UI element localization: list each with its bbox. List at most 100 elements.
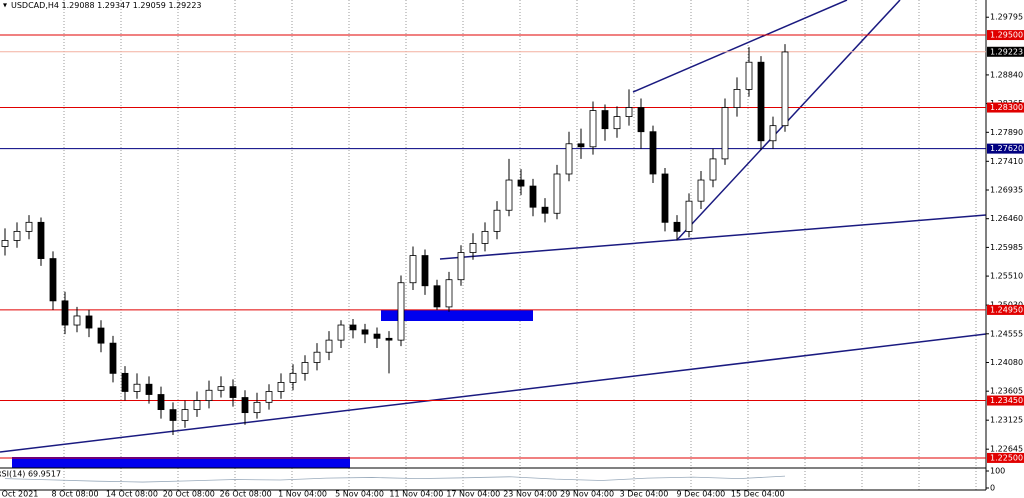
candle-body: [361, 329, 369, 335]
candle-body: [457, 252, 465, 281]
rsi-line: [4, 475, 786, 483]
candle-body: [73, 315, 81, 326]
level-label: 1.22500: [990, 453, 1023, 462]
header-arrow: ▾: [3, 1, 7, 10]
candle-body: [409, 255, 417, 284]
candle-body: [25, 221, 33, 232]
x-tick-label: 20 Oct 08:00: [163, 490, 215, 498]
candle-body: [265, 391, 273, 403]
candle-body: [781, 51, 789, 127]
open: 1.29088: [62, 1, 95, 10]
rsi-tick-label: 100: [990, 467, 1005, 476]
candle-body: [469, 243, 477, 253]
candle-body: [61, 300, 69, 326]
zone: [381, 310, 533, 321]
candle-body: [181, 409, 189, 421]
y-tick-label: 1.26935: [990, 186, 1023, 195]
y-tick-label: 1.25510: [990, 272, 1023, 281]
candle-body: [301, 362, 309, 374]
x-tick-label: 29 Nov 04:00: [560, 490, 614, 498]
y-tick-label: 1.25985: [990, 243, 1023, 252]
candle-body: [733, 89, 741, 108]
candle-body: [541, 206, 549, 214]
candle-body: [277, 382, 285, 392]
candle-body: [325, 339, 333, 353]
x-tick-label: 15 Dec 04:00: [731, 490, 785, 498]
level-box: [987, 102, 1024, 113]
x-tick-label: 9 Dec 04:00: [677, 490, 726, 498]
y-tick-label: 1.22645: [990, 445, 1023, 454]
level-label: 1.28300: [990, 103, 1023, 112]
candle-body: [1, 240, 9, 247]
candle-body: [445, 279, 453, 308]
candle-body: [85, 315, 93, 329]
candle-body: [529, 185, 537, 208]
level-box: [987, 452, 1024, 463]
candle-body: [745, 61, 753, 90]
level-box: [987, 143, 1024, 154]
candle-body: [769, 125, 777, 142]
candle-body: [505, 179, 513, 211]
x-tick-label: 11 Nov 04:00: [389, 490, 443, 498]
candle-body: [421, 255, 429, 287]
candle-body: [517, 179, 525, 187]
candle-body: [313, 351, 321, 363]
candle-body: [673, 221, 681, 232]
candle-body: [373, 333, 381, 339]
current-label: 1.29223: [990, 47, 1023, 56]
candle-body: [481, 230, 489, 244]
x-tick-label: 26 Oct 08:00: [220, 490, 272, 498]
candle-body: [337, 324, 345, 341]
candle-body: [121, 372, 129, 392]
candle-body: [157, 394, 165, 411]
candle-body: [493, 209, 501, 232]
trend-line: [676, 0, 901, 241]
candle-body: [697, 179, 705, 202]
rsi-tick-label: 0: [990, 484, 995, 493]
x-tick-label: 5 Oct 2021: [0, 490, 38, 498]
rsi-label: RSI(14) 69.9517: [0, 470, 61, 479]
level-label: 1.27620: [990, 144, 1023, 153]
candle-body: [589, 110, 597, 148]
candle-body: [289, 372, 297, 383]
level-label: 1.23450: [990, 396, 1023, 405]
x-tick-label: 5 Nov 04:00: [335, 490, 384, 498]
x-tick-label: 3 Dec 04:00: [620, 490, 669, 498]
zone: [12, 457, 350, 468]
y-tick-label: 1.28840: [990, 70, 1023, 79]
candle-body: [49, 258, 57, 302]
y-tick-label: 1.27890: [990, 128, 1023, 137]
candle-body: [37, 221, 45, 259]
low: 1.29059: [133, 1, 166, 10]
x-tick-label: 14 Oct 08:00: [106, 490, 158, 498]
candle-body: [685, 200, 693, 232]
level-label: 1.24950: [990, 305, 1023, 314]
level-box: [987, 304, 1024, 315]
candle-body: [193, 400, 201, 411]
candle-body: [649, 131, 657, 175]
candle-body: [133, 383, 141, 392]
y-tick-label: 1.29795: [990, 13, 1023, 22]
candle-body: [397, 282, 405, 341]
candle-body: [253, 401, 261, 414]
candle-body: [217, 386, 225, 391]
candle-body: [205, 389, 213, 401]
candle-body: [577, 143, 585, 148]
candle-body: [757, 61, 765, 142]
level-label: 1.29500: [990, 31, 1023, 40]
candle-body: [145, 383, 153, 395]
candle-body: [97, 327, 105, 344]
y-tick-label: 1.26460: [990, 214, 1023, 223]
x-tick-label: 8 Oct 08:00: [51, 490, 98, 498]
candle-body: [109, 342, 117, 374]
grid: [63, 0, 977, 490]
y-tick-label: 1.27410: [990, 157, 1023, 166]
candle-body: [565, 143, 573, 175]
x-tick-label: 17 Nov 04:00: [446, 490, 500, 498]
current-box: [987, 46, 1024, 57]
trend-line: [0, 333, 987, 453]
trend-line: [439, 214, 987, 260]
candle-body: [553, 173, 561, 214]
